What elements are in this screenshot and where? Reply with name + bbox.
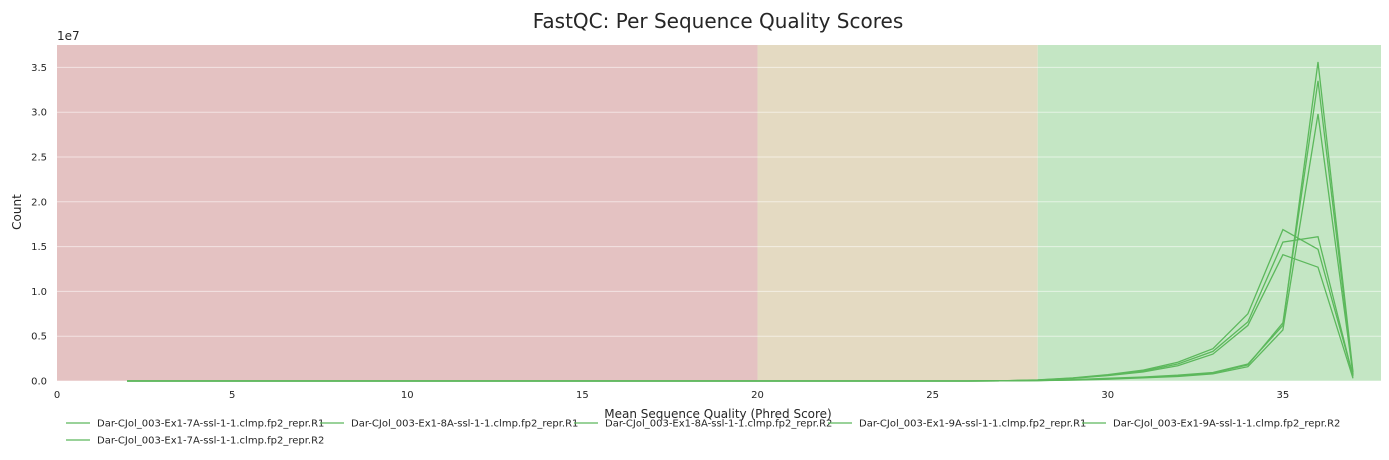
y-tick-label: 0.5 xyxy=(31,332,47,343)
legend-label: Dar-CJol_003-Ex1-7A-ssl-1-1.clmp.fp2_rep… xyxy=(97,419,324,430)
series-line-5 xyxy=(127,113,1354,382)
y-tick-label: 3.5 xyxy=(31,63,47,74)
legend: Dar-CJol_003-Ex1-7A-ssl-1-1.clmp.fp2_rep… xyxy=(66,419,1340,447)
chart-title: FastQC: Per Sequence Quality Scores xyxy=(533,9,904,33)
x-axis-label: Mean Sequence Quality (Phred Score) xyxy=(604,407,832,421)
y-tick-label: 1.5 xyxy=(31,242,47,253)
x-tick-label: 20 xyxy=(751,390,764,401)
band-0 xyxy=(57,45,758,381)
y-tick-label: 1.0 xyxy=(31,287,47,298)
legend-label: Dar-CJol_003-Ex1-9A-ssl-1-1.clmp.fp2_rep… xyxy=(1113,419,1340,430)
x-tick-label: 15 xyxy=(576,390,589,401)
y-tick-label: 2.0 xyxy=(31,197,47,208)
y-axis-exponent: 1e7 xyxy=(57,29,80,43)
x-tick-label: 0 xyxy=(54,390,60,401)
series-lines xyxy=(127,61,1354,382)
y-axis-ticks: 0.0 0.5 1.0 1.5 2.0 2.5 3.0 3.5 xyxy=(31,63,47,388)
band-2 xyxy=(1037,45,1381,381)
grid-lines xyxy=(57,66,1381,382)
x-tick-label: 35 xyxy=(1277,390,1290,401)
x-tick-label: 10 xyxy=(401,390,414,401)
legend-label: Dar-CJol_003-Ex1-7A-ssl-1-1.clmp.fp2_rep… xyxy=(97,436,324,447)
x-tick-label: 30 xyxy=(1101,390,1114,401)
x-axis-ticks: 0 5 10 15 20 25 30 35 xyxy=(54,390,1289,401)
y-tick-label: 2.5 xyxy=(31,153,47,164)
quality-bands xyxy=(57,45,1381,381)
x-tick-label: 25 xyxy=(926,390,939,401)
band-1 xyxy=(757,45,1038,381)
legend-label: Dar-CJol_003-Ex1-8A-ssl-1-1.clmp.fp2_rep… xyxy=(605,419,832,430)
y-tick-label: 3.0 xyxy=(31,108,47,119)
y-axis-label: Count xyxy=(10,194,24,230)
legend-label: Dar-CJol_003-Ex1-8A-ssl-1-1.clmp.fp2_rep… xyxy=(351,419,578,430)
x-tick-label: 5 xyxy=(229,390,235,401)
legend-label: Dar-CJol_003-Ex1-9A-ssl-1-1.clmp.fp2_rep… xyxy=(859,419,1086,430)
y-tick-label: 0.0 xyxy=(31,377,47,388)
